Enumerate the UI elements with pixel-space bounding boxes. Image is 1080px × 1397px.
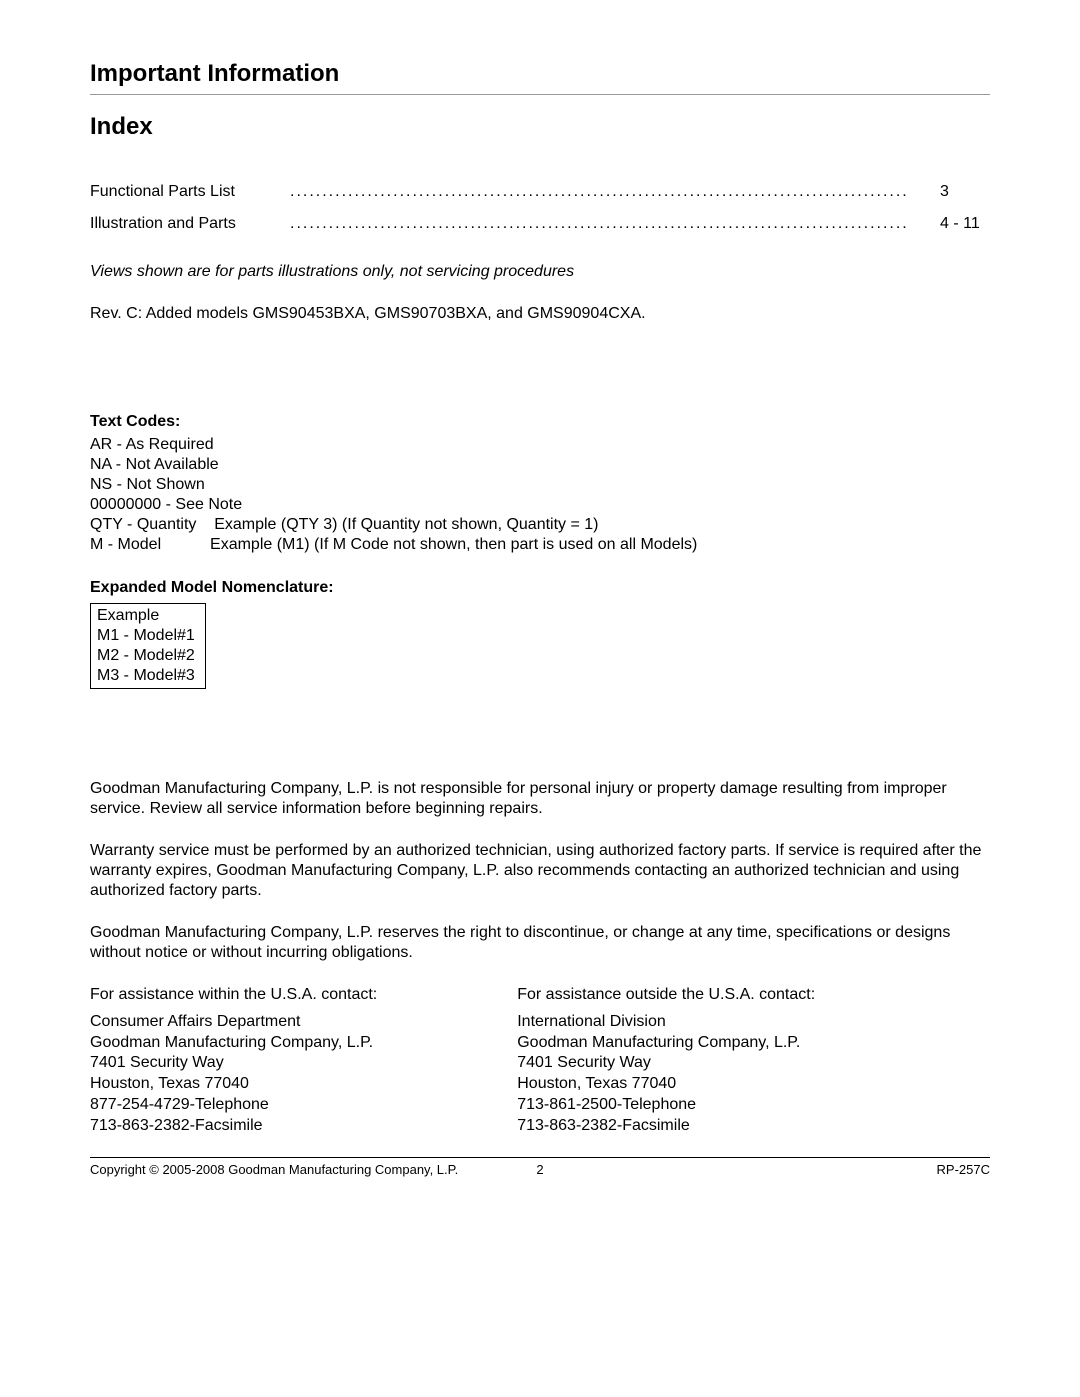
example-line: Example bbox=[97, 606, 195, 626]
contact-line: 713-863-2382-Facsimile bbox=[90, 1116, 377, 1137]
example-line: M1 - Model#1 bbox=[97, 626, 195, 646]
contact-usa: For assistance within the U.S.A. contact… bbox=[90, 985, 377, 1137]
footer-page-number: 2 bbox=[90, 1162, 990, 1177]
disclaimer-paragraph: Warranty service must be performed by an… bbox=[90, 841, 990, 901]
contact-line: Consumer Affairs Department bbox=[90, 1012, 377, 1033]
toc-label: Functional Parts List bbox=[90, 183, 290, 201]
example-box: Example M1 - Model#1 M2 - Model#2 M3 - M… bbox=[90, 603, 206, 689]
contact-line: Houston, Texas 77040 bbox=[517, 1074, 815, 1095]
toc-dots: ........................................… bbox=[290, 183, 910, 201]
contact-columns: For assistance within the U.S.A. contact… bbox=[90, 985, 990, 1137]
text-code-line: QTY - Quantity Example (QTY 3) (If Quant… bbox=[90, 515, 990, 535]
text-code-line: M - Model Example (M1) (If M Code not sh… bbox=[90, 535, 990, 555]
disclaimer-paragraph: Goodman Manufacturing Company, L.P. is n… bbox=[90, 779, 990, 819]
contact-line: Goodman Manufacturing Company, L.P. bbox=[90, 1033, 377, 1054]
text-code-line: NA - Not Available bbox=[90, 455, 990, 475]
page-heading: Important Information bbox=[90, 60, 990, 95]
index-title: Index bbox=[90, 113, 990, 141]
views-note: Views shown are for parts illustrations … bbox=[90, 263, 990, 281]
toc-page: 3 bbox=[910, 183, 990, 201]
contact-line: 7401 Security Way bbox=[517, 1053, 815, 1074]
contact-line: Goodman Manufacturing Company, L.P. bbox=[517, 1033, 815, 1054]
contact-line: 877-254-4729-Telephone bbox=[90, 1095, 377, 1116]
toc-dots: ........................................… bbox=[290, 215, 910, 233]
text-codes-list: AR - As Required NA - Not Available NS -… bbox=[90, 435, 990, 555]
example-line: M2 - Model#2 bbox=[97, 646, 195, 666]
table-of-contents: Functional Parts List ..................… bbox=[90, 183, 990, 233]
toc-row: Functional Parts List ..................… bbox=[90, 183, 990, 201]
contact-line: International Division bbox=[517, 1012, 815, 1033]
contact-intl: For assistance outside the U.S.A. contac… bbox=[517, 985, 815, 1137]
page-footer: Copyright © 2005-2008 Goodman Manufactur… bbox=[90, 1157, 990, 1177]
toc-label: Illustration and Parts bbox=[90, 215, 290, 233]
toc-row: Illustration and Parts .................… bbox=[90, 215, 990, 233]
text-code-line: AR - As Required bbox=[90, 435, 990, 455]
text-code-line: 00000000 - See Note bbox=[90, 495, 990, 515]
disclaimer-paragraph: Goodman Manufacturing Company, L.P. rese… bbox=[90, 923, 990, 963]
contact-line: Houston, Texas 77040 bbox=[90, 1074, 377, 1095]
contact-lead: For assistance within the U.S.A. contact… bbox=[90, 985, 377, 1006]
contact-lead: For assistance outside the U.S.A. contac… bbox=[517, 985, 815, 1006]
contact-line: 713-861-2500-Telephone bbox=[517, 1095, 815, 1116]
example-line: M3 - Model#3 bbox=[97, 666, 195, 686]
text-code-line: NS - Not Shown bbox=[90, 475, 990, 495]
text-codes-heading: Text Codes: bbox=[90, 413, 990, 431]
revision-note: Rev. C: Added models GMS90453BXA, GMS907… bbox=[90, 305, 990, 323]
toc-page: 4 - 11 bbox=[910, 215, 990, 233]
contact-line: 713-863-2382-Facsimile bbox=[517, 1116, 815, 1137]
nomenclature-heading: Expanded Model Nomenclature: bbox=[90, 579, 990, 597]
contact-line: 7401 Security Way bbox=[90, 1053, 377, 1074]
